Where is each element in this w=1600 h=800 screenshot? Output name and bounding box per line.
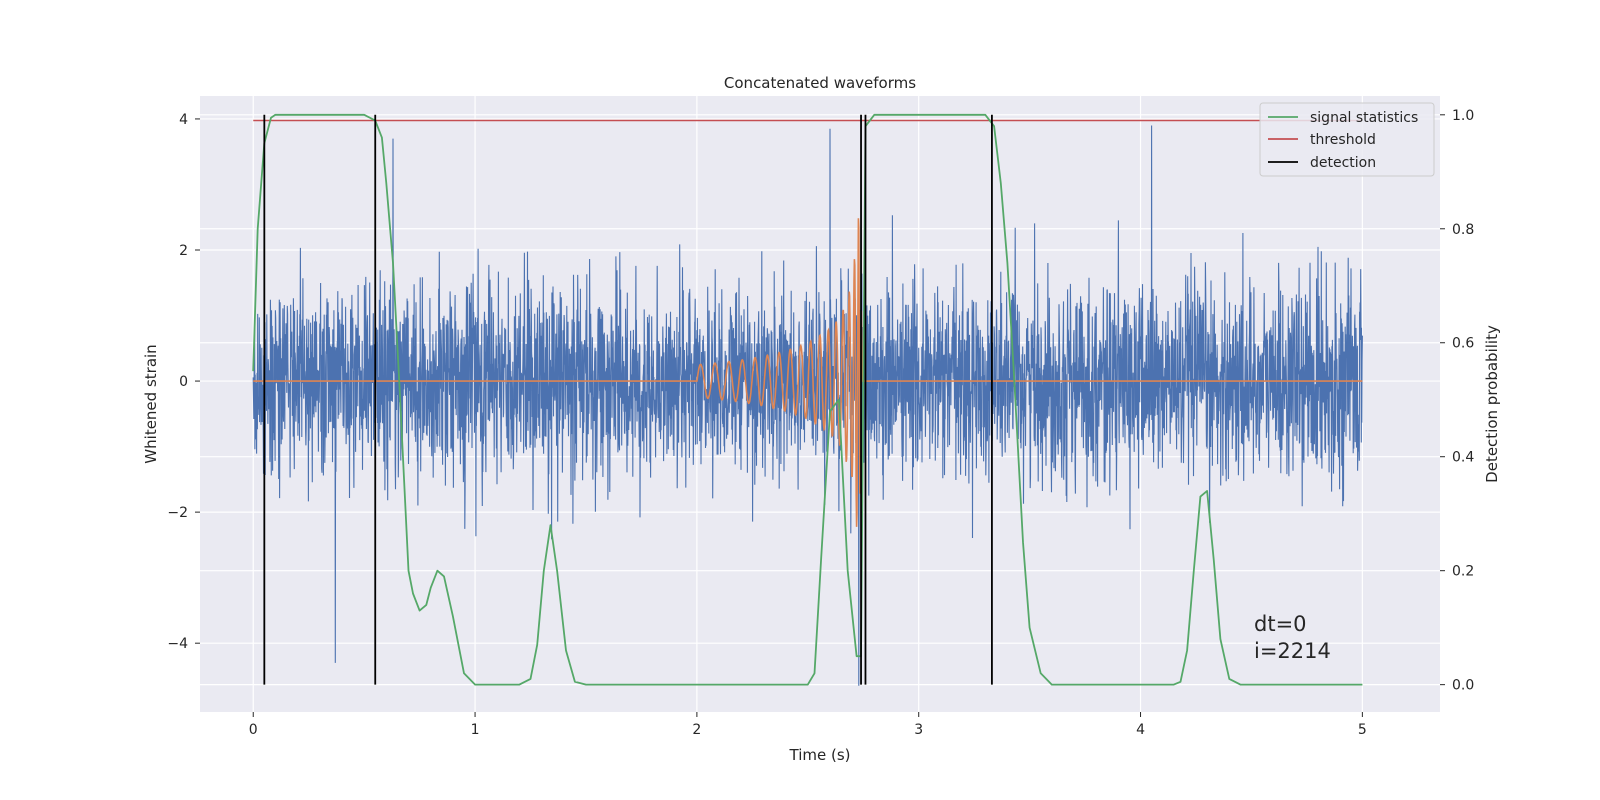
legend-label-signal-statistics: signal statistics [1310,110,1418,126]
whitened-strain-line [252,125,1363,686]
signal-statistics-line [252,113,1363,686]
y-tick-label: −2 [167,505,188,521]
x-tick-label: 4 [1136,722,1145,738]
y-tick-label: 0 [179,374,188,390]
axis-ticks: 0 1 2 3 4 5 −4 −2 0 2 4 0.0 0.2 0.4 0.6 0.8 1.0 [167,108,1474,738]
x-axis-label: Time (s) [789,746,851,764]
chart-title: Concatenated waveforms [724,74,916,92]
y2-tick-label: 0.6 [1452,336,1474,352]
x-tick-label: 3 [914,722,923,738]
injected-waveform-series [253,218,1363,527]
x-tick-label: 0 [249,722,258,738]
y2-tick-label: 0.8 [1452,222,1474,238]
x-tick-label: 1 [471,722,480,738]
y-tick-label: −4 [167,636,188,652]
detection-series [263,114,993,685]
legend-frame [1259,102,1435,177]
y2-tick-label: 0.4 [1452,450,1474,466]
y-tick-label: 4 [179,112,188,128]
whitened-strain-series [252,125,1363,686]
x-tick-label: 5 [1358,722,1367,738]
legend-label-threshold: threshold [1310,132,1376,148]
y-axis-label: Whitened strain [142,344,160,463]
y-tick-label: 2 [179,243,188,259]
legend-label-detection: detection [1310,155,1376,171]
annotation-dt: dt=0 [1254,612,1307,636]
y2-tick-label: 1.0 [1452,108,1474,124]
annotation-index: i=2214 [1254,639,1331,663]
y2-axis-label: Detection probability [1483,325,1501,483]
y2-tick-label: 0.0 [1452,678,1474,694]
signal-statistics-series [252,113,1363,686]
x-tick-label: 2 [692,722,701,738]
y2-tick-label: 0.2 [1452,564,1474,580]
injected-waveform-line [253,218,1363,527]
legend: signal statistics threshold detection [1259,102,1435,177]
